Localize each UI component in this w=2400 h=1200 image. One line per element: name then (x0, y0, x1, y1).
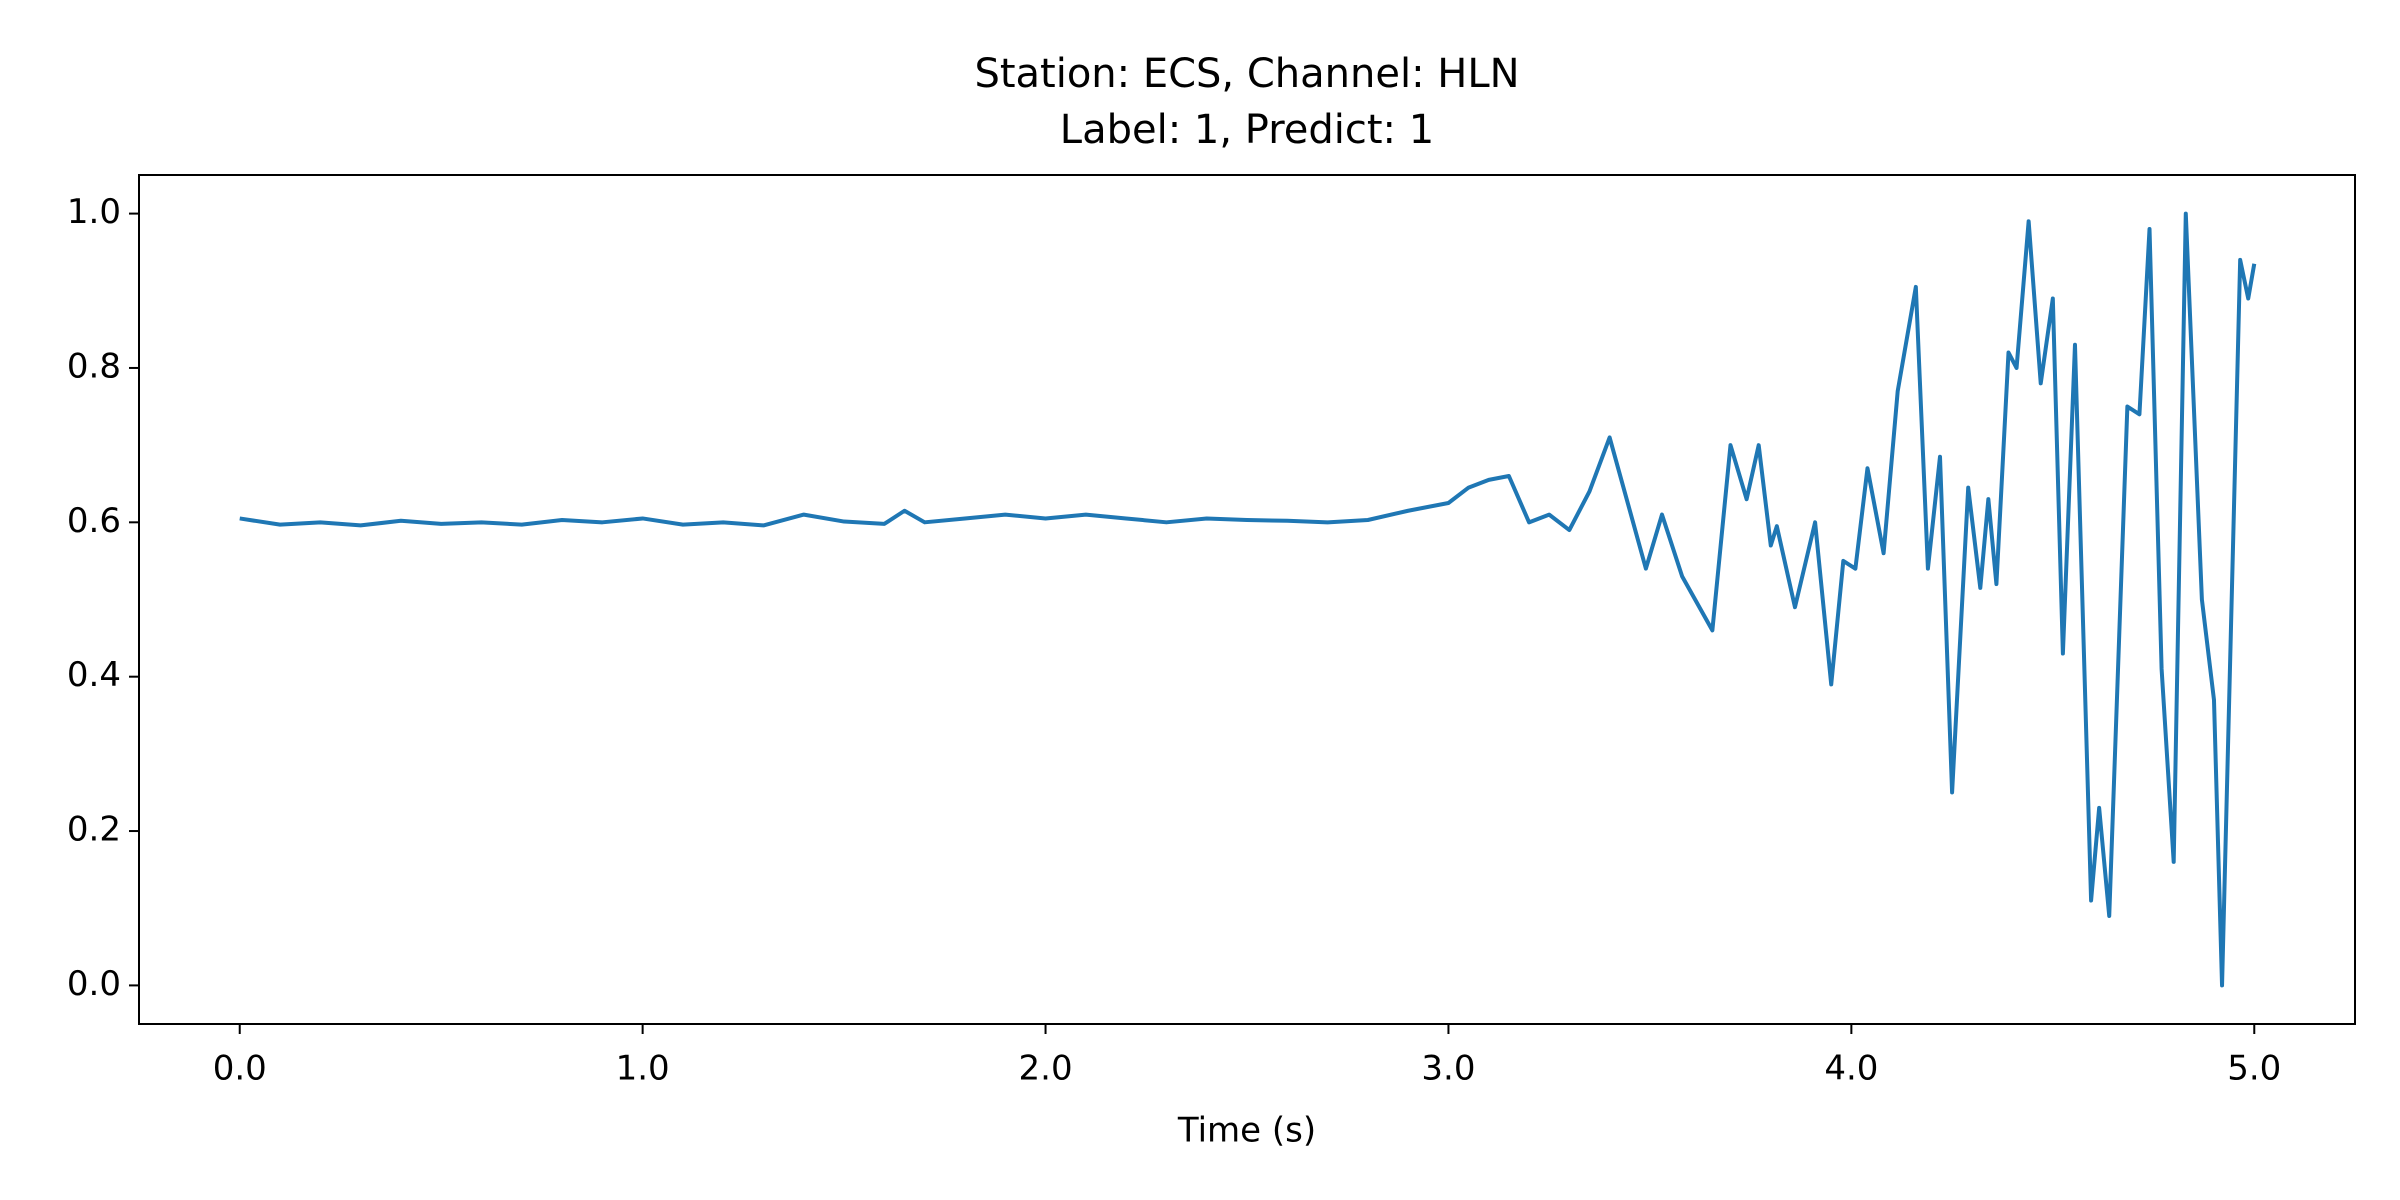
plot-frame (138, 174, 2356, 1025)
x-tick-label: 4.0 (1824, 1049, 1878, 1089)
y-tick-label: 0.0 (67, 964, 121, 1004)
x-tick-label: 5.0 (2227, 1049, 2281, 1089)
chart-title: Station: ECS, Channel: HLN (974, 51, 1519, 97)
x-tick-label: 3.0 (1421, 1049, 1475, 1089)
x-tick-label: 1.0 (616, 1049, 670, 1089)
y-tick-label: 0.2 (67, 810, 121, 850)
waveform-line (239, 211, 2257, 988)
x-tick-label: 0.0 (213, 1049, 267, 1089)
y-tick-label: 1.0 (67, 192, 121, 232)
chart-subtitle: Label: 1, Predict: 1 (1060, 107, 1434, 153)
y-tick-label: 0.6 (67, 501, 121, 541)
x-axis-label: Time (s) (1177, 1111, 1316, 1151)
x-tick-label: 2.0 (1019, 1049, 1073, 1089)
y-tick-label: 0.8 (67, 346, 121, 386)
y-tick-label: 0.4 (67, 655, 121, 695)
